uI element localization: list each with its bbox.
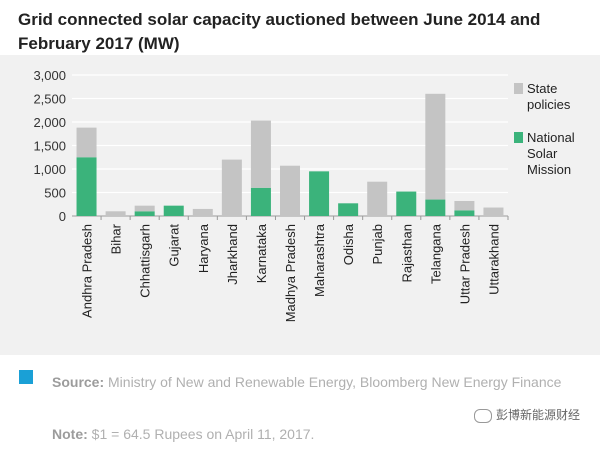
note-label: Note:	[52, 426, 88, 442]
x-category-label: Odisha	[341, 223, 356, 265]
y-tick-label: 1,000	[33, 162, 66, 177]
source-marker	[19, 370, 33, 384]
y-tick-label: 3,000	[33, 68, 66, 83]
bar-nsm	[163, 205, 184, 216]
legend-label-state: policies	[527, 97, 571, 112]
x-category-label: Punjab	[370, 224, 385, 264]
footer: Source: Ministry of New and Renewable En…	[0, 358, 600, 451]
bar-nsm	[338, 203, 359, 216]
chart-title: Grid connected solar capacity auctioned …	[18, 8, 588, 56]
legend-label-nsm: Solar	[527, 146, 558, 161]
source-label: Source:	[52, 374, 105, 390]
chart-title-line-1: Grid connected solar capacity auctioned …	[18, 10, 541, 29]
watermark-text: 彭博新能源财经	[495, 408, 580, 422]
bar-nsm	[396, 191, 417, 216]
x-category-label: Andhra Pradesh	[80, 224, 95, 318]
y-tick-label: 500	[44, 186, 66, 201]
bar-state	[367, 181, 388, 216]
y-tick-label: 2,500	[33, 92, 66, 107]
bar-state	[280, 165, 300, 216]
bar-state	[192, 208, 213, 216]
bar-chart: 0 500 1,000 1,500 2,000 2,500 3,000 Andhra Prad…	[33, 68, 575, 322]
legend-swatch-nsm	[514, 132, 523, 143]
bar-state	[221, 159, 242, 216]
bar-nsm	[425, 199, 446, 216]
x-category-label: Haryana	[196, 223, 211, 273]
x-category-label: Telangana	[428, 223, 443, 284]
bar-state	[105, 211, 126, 216]
bar-nsm	[454, 210, 475, 216]
x-category-label: Jharkhand	[225, 224, 240, 285]
source-line: Source: Ministry of New and Renewable En…	[52, 370, 572, 394]
legend-label-nsm: National	[527, 130, 575, 145]
x-category-label: Uttar Pradesh	[457, 224, 472, 304]
bar-state	[250, 120, 271, 188]
x-category-label: Uttarakhand	[486, 224, 501, 295]
bar-state	[454, 200, 475, 211]
note-line: Note: $1 = 64.5 Rupees on April 11, 2017…	[52, 426, 314, 442]
bar-state	[134, 205, 155, 212]
bar-state	[76, 127, 97, 158]
chart-panel: 0 500 1,000 1,500 2,000 2,500 3,000 Andhra Prad…	[0, 55, 600, 355]
legend-label-state: State	[527, 81, 557, 96]
bar-nsm	[309, 171, 330, 216]
x-category-label: Karnataka	[254, 223, 269, 283]
bar-nsm	[76, 157, 97, 216]
note-text: $1 = 64.5 Rupees on April 11, 2017.	[87, 426, 315, 442]
x-category-label: Madhya Pradesh	[283, 224, 298, 322]
watermark: 彭博新能源财经	[473, 406, 580, 423]
x-category-label: Bihar	[109, 223, 124, 254]
x-category-label: Rajasthan	[399, 224, 414, 283]
y-tick-label: 2,000	[33, 115, 66, 130]
x-category-label: Chhattisgarh	[138, 224, 153, 298]
x-category-label: Maharashtra	[312, 223, 327, 297]
y-tick-label: 0	[59, 209, 66, 224]
bar-state	[483, 207, 504, 216]
bar-state	[425, 93, 446, 200]
source-text: Ministry of New and Renewable Energy, Bl…	[104, 374, 562, 390]
y-tick-label: 1,500	[33, 139, 66, 154]
wechat-icon	[473, 408, 492, 423]
legend-swatch-state	[514, 83, 523, 94]
legend-label-nsm: Mission	[527, 162, 571, 177]
bar-nsm	[250, 187, 271, 216]
chart-title-line-2: February 2017 (MW)	[18, 34, 180, 53]
x-category-label: Gujarat	[167, 224, 182, 267]
bar-nsm	[134, 211, 155, 216]
